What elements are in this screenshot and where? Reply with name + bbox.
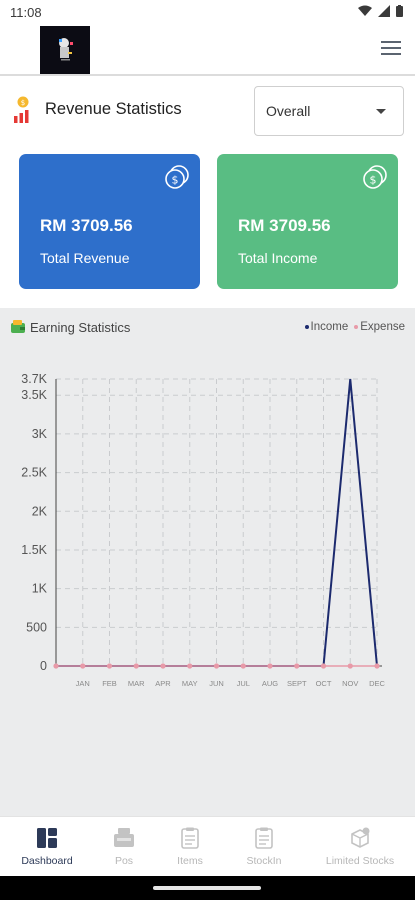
nav-dashboard-label: Dashboard [21, 855, 73, 867]
data-point-expense [240, 663, 246, 669]
app-logo[interactable] [40, 26, 90, 74]
x-tick-label: OCT [316, 679, 332, 688]
menu-bar [381, 53, 401, 55]
period-select[interactable]: Overall [254, 86, 404, 136]
data-point-expense [187, 663, 193, 669]
nav-limited-stocks[interactable]: Limited Stocks [318, 817, 402, 877]
nav-stockin[interactable]: StockIn [234, 817, 294, 877]
page-title: Revenue Statistics [45, 100, 182, 118]
data-point-expense [347, 663, 353, 669]
logo-icon [59, 38, 73, 61]
x-tick-label: JUL [237, 679, 250, 688]
nav-limited-stocks-label: Limited Stocks [325, 855, 395, 867]
y-tick-label: 500 [26, 620, 47, 634]
stockin-icon [255, 827, 273, 849]
y-tick-label: 1.5K [21, 543, 47, 557]
nav-items-label: Items [177, 855, 203, 867]
x-tick-label: JUN [209, 679, 224, 688]
total-income-label: Total Income [238, 250, 318, 266]
system-navigation-bar [0, 876, 415, 900]
total-revenue-amount: RM 3709.56 [40, 216, 133, 235]
legend-expense[interactable]: Expense [354, 321, 405, 333]
total-revenue-card[interactable]: $ RM 3709.56 Total Revenue [19, 154, 200, 289]
total-income-card[interactable]: $ RM 3709.56 Total Income [217, 154, 398, 289]
nav-dashboard[interactable]: Dashboard [10, 817, 84, 877]
y-tick-label: 0 [40, 659, 47, 673]
app-bar [0, 26, 415, 76]
nav-pos-label: Pos [114, 855, 134, 867]
legend-income-dot [304, 324, 309, 329]
menu-button[interactable] [381, 41, 401, 57]
status-bar: 11:08 [0, 0, 415, 26]
caret-down-icon [376, 109, 386, 114]
home-gesture-pill[interactable] [153, 886, 261, 890]
y-tick-label: 2.5K [21, 466, 47, 480]
data-point-expense [374, 663, 380, 669]
x-tick-label: DEC [369, 679, 385, 688]
chart-legend: Income Expense [304, 321, 405, 333]
earning-line-chart: 0 500 1K 1.5K 2K 2.5K 3K 3.5K 3.7K JAN FEB MAR APR MA… [21, 372, 385, 688]
legend-income[interactable]: Income [304, 321, 349, 333]
svg-text:$: $ [370, 174, 377, 187]
menu-bar [381, 41, 401, 43]
wifi-icon [358, 5, 372, 16]
status-time: 11:08 [10, 5, 42, 20]
data-point-expense [320, 663, 327, 669]
y-tick-label: 3K [32, 427, 48, 441]
data-point-expense [294, 663, 300, 669]
svg-text:$: $ [21, 99, 25, 107]
y-tick-label: 1K [32, 582, 48, 596]
x-tick-label: JAN [76, 679, 90, 688]
bottom-navigation: Dashboard Pos Items [0, 816, 415, 876]
legend-income-label: Income [310, 321, 349, 333]
data-point-expense [267, 663, 273, 669]
data-point-expense [80, 663, 86, 669]
data-point-expense [213, 663, 220, 669]
x-tick-label: SEPT [287, 679, 307, 688]
period-select-value: Overall [266, 103, 311, 119]
earning-statistics-title: Earning Statistics [30, 320, 131, 335]
status-icons [358, 5, 403, 17]
nav-pos[interactable]: Pos [94, 817, 154, 877]
battery-icon [396, 5, 403, 17]
data-point-expense [133, 663, 139, 669]
items-icon [181, 827, 199, 849]
y-tick-label: 3.7K [21, 372, 47, 386]
legend-expense-label: Expense [360, 321, 405, 333]
data-point-expense [53, 663, 59, 669]
total-revenue-label: Total Revenue [40, 250, 130, 266]
x-tick-label: MAY [182, 679, 198, 688]
wallet-icon [11, 320, 25, 333]
y-tick-label: 2K [32, 504, 48, 518]
data-point-expense [160, 663, 166, 669]
legend-expense-dot [354, 324, 359, 329]
data-point-expense [106, 663, 113, 669]
revenue-chart-icon: $ [14, 96, 29, 123]
nav-stockin-label: StockIn [246, 855, 282, 867]
earning-statistics-panel: Earning Statistics Income Expense 0 500 1K… [0, 308, 415, 816]
coins-icon: $ [363, 165, 387, 189]
y-tick-label: 3.5K [21, 388, 47, 402]
pos-icon [114, 828, 134, 847]
limited-stocks-icon [351, 827, 370, 848]
signal-icon [378, 5, 390, 17]
total-income-amount: RM 3709.56 [238, 216, 331, 235]
svg-text:$: $ [172, 174, 179, 187]
dashboard-icon [37, 828, 57, 848]
x-tick-label: FEB [102, 679, 117, 688]
x-tick-label: AUG [262, 679, 278, 688]
x-tick-label: APR [155, 679, 171, 688]
x-tick-label: NOV [342, 679, 358, 688]
menu-bar [381, 47, 401, 49]
x-tick-label: MAR [128, 679, 145, 688]
coins-icon: $ [165, 165, 189, 189]
nav-items[interactable]: Items [160, 817, 220, 877]
